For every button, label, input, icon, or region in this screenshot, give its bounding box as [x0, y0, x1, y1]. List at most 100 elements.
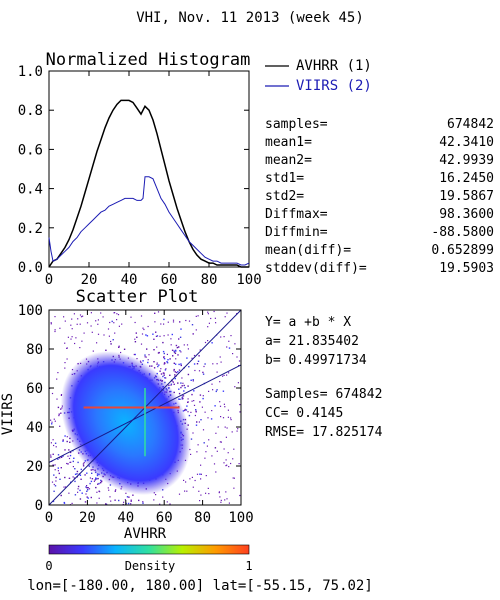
stat-label: stddev(diff)= [265, 261, 367, 276]
scatter-point [100, 479, 102, 482]
scatter-point [222, 390, 225, 392]
scatter-point [125, 492, 127, 494]
scatter-point [188, 320, 191, 322]
scatter-point [172, 319, 175, 321]
scatter-point [79, 323, 81, 325]
scatter-point [228, 466, 230, 468]
scatter-point [226, 374, 228, 376]
scatter-point [118, 346, 120, 348]
scatter-point [184, 490, 186, 492]
scatter-point [178, 369, 181, 371]
scatter-point [215, 322, 217, 324]
stat-value: 42.3410 [439, 135, 494, 150]
scatter-point [196, 421, 198, 423]
scatter-point [203, 365, 205, 368]
scatter-point [110, 343, 112, 345]
scatter-point [237, 382, 239, 384]
scatter-point [230, 419, 232, 421]
scatter-point [71, 502, 73, 504]
scatter-point [87, 497, 89, 499]
scatter-point [123, 348, 126, 350]
scatter-point [97, 323, 99, 325]
histogram-x-tick-label: 60 [161, 272, 178, 288]
scatter-point [132, 494, 134, 496]
scatter-point [210, 317, 212, 320]
histogram-title: Normalized Histogram [46, 50, 251, 70]
scatter-x-tick-label: 40 [117, 510, 134, 526]
scatter-point [159, 335, 161, 337]
scatter-point [216, 363, 218, 365]
scatter-point [154, 321, 156, 323]
scatter-point [134, 321, 136, 324]
scatter-point [105, 503, 107, 505]
scatter-point [194, 414, 196, 417]
scatter-point [54, 330, 56, 333]
scatter-point [159, 503, 161, 505]
histogram-y-tick-labels: 0.0 0.2 0.4 0.6 0.8 1.0 [18, 64, 43, 276]
scatter-point [223, 403, 225, 405]
histogram-x-tick-label: 20 [81, 272, 98, 288]
scatter-y-tick-label: 60 [26, 381, 43, 397]
scatter-point [178, 388, 180, 390]
scatter-point [114, 490, 116, 492]
scatter-point [239, 411, 241, 413]
scatter-point [223, 374, 225, 376]
scatter-point [64, 476, 66, 479]
scatter-point [151, 365, 153, 367]
scatter-point [193, 404, 196, 406]
scatter-point [182, 397, 184, 399]
stat-value: 16.2450 [439, 171, 494, 186]
scatter-point [134, 341, 137, 343]
scatter-point [225, 436, 227, 438]
scatter-point [152, 333, 154, 335]
histogram-x-tick-label: 40 [121, 272, 138, 288]
scatter-point [120, 351, 122, 354]
scatter-point [163, 356, 165, 359]
scatter-y-tick-labels: 0 20 40 60 80 100 [18, 303, 43, 514]
scatter-point [239, 404, 241, 406]
scatter-point [178, 338, 180, 340]
scatter-point [202, 395, 204, 397]
scatter-point [71, 328, 73, 330]
scatter-point [208, 322, 210, 324]
scatter-point [163, 356, 165, 358]
scatter-point [238, 463, 240, 465]
scatter-point [118, 345, 120, 347]
scatter-point [215, 390, 217, 393]
scatter-point [147, 325, 149, 328]
scatter-point [190, 453, 192, 455]
scatter-point [153, 499, 155, 501]
scatter-point [174, 377, 176, 380]
scatter-point [226, 464, 228, 466]
scatter-point [227, 452, 229, 454]
scatter-point [59, 327, 61, 329]
scatter-point [79, 314, 82, 316]
scatter-point [134, 353, 136, 356]
scatter-point [69, 454, 72, 457]
scatter-point [176, 372, 178, 374]
scatter-point [57, 406, 60, 409]
scatter-point [212, 389, 214, 391]
scatter-point [130, 316, 132, 318]
scatter-point [205, 492, 207, 494]
scatter-point [142, 501, 144, 503]
scatter-point [228, 340, 230, 342]
scatter-point [184, 387, 186, 389]
scatter-point [142, 502, 144, 504]
scatter-point [51, 421, 53, 423]
scatter-point [91, 472, 93, 474]
scatter-point [138, 499, 140, 502]
scatter-point [190, 438, 193, 440]
scatter-point [121, 323, 123, 325]
scatter-point [95, 477, 97, 479]
scatter-point [207, 487, 209, 489]
figure-title: VHI, Nov. 11 2013 (week 45) [136, 10, 364, 26]
scatter-point [60, 467, 62, 469]
scatter-point [224, 406, 226, 408]
scatter-point [207, 311, 209, 313]
scatter-point [66, 358, 68, 360]
scatter-point [95, 486, 97, 489]
scatter-point [184, 408, 186, 411]
scatter-point [90, 496, 92, 499]
scatter-point [163, 352, 165, 355]
